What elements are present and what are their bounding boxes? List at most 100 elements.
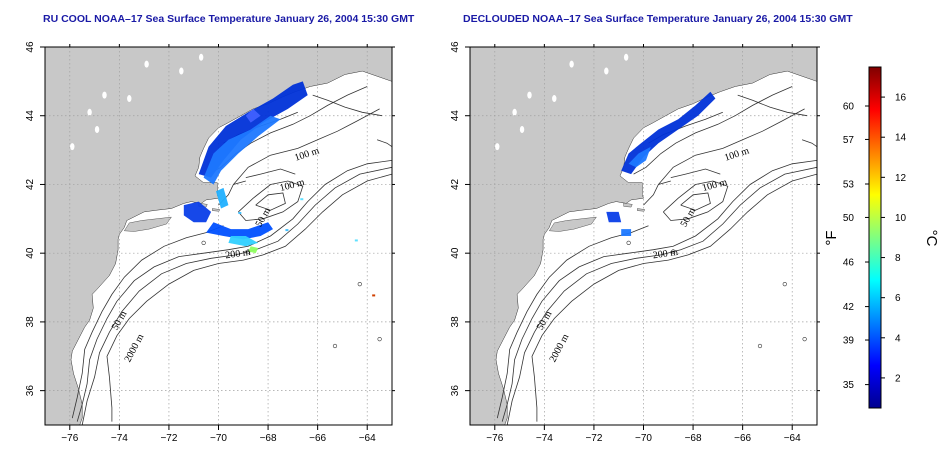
fahrenheit-tick-label: 53 [843, 180, 855, 191]
colorbar-gradient [868, 66, 882, 409]
celsius-tick-label: 10 [895, 213, 907, 224]
left-islands [70, 53, 220, 232]
bathymetry-contour-5 [233, 108, 380, 185]
celsius-tick-label: 12 [895, 173, 907, 184]
sst-patch-3 [206, 222, 273, 240]
sst-patch-2 [183, 201, 212, 223]
sst-patch-3 [621, 229, 632, 236]
celsius-tick-label: 8 [895, 253, 901, 264]
contour-ring-1 [782, 282, 787, 287]
fahrenheit-tick-label: 57 [843, 135, 855, 146]
contour-label: 200 m [225, 247, 252, 261]
bathymetry-contour-0 [501, 160, 817, 422]
sst-patch-1 [203, 115, 281, 185]
sst-speck-2 [372, 294, 376, 297]
bathymetry-contour-2 [496, 225, 649, 419]
x-tick-label: −72 [160, 433, 177, 444]
lake-3 [198, 53, 204, 61]
lake-1 [527, 91, 532, 99]
y-tick-label: 38 [25, 316, 36, 328]
sst-speck-3 [238, 211, 242, 214]
y-tick-label: 42 [25, 178, 36, 190]
y-tick-label: 44 [450, 110, 461, 122]
sst-patch-1 [628, 146, 651, 168]
island-3 [886, 117, 896, 119]
bathymetry-contour-6 [237, 180, 304, 221]
bathymetry-contour-12 [245, 168, 296, 178]
contour-label: 200 m [652, 247, 679, 261]
contour-ring-2 [757, 343, 763, 349]
contour-ring-1 [357, 282, 362, 287]
celsius-tick-label: 4 [895, 333, 901, 344]
y-tick-label: 42 [450, 178, 461, 190]
island-1 [212, 208, 220, 212]
y-tick-label: 40 [25, 247, 36, 259]
bathymetry-contour-7 [680, 192, 711, 211]
bathymetry-contour-9 [106, 173, 392, 422]
island-1 [637, 208, 645, 212]
x-tick-label: −74 [536, 433, 553, 444]
fahrenheit-tick-label: 35 [843, 380, 855, 391]
lake-6 [127, 95, 132, 103]
fahrenheit-tick-label: 50 [843, 213, 855, 224]
left-graticule [45, 47, 392, 425]
y-tick-label: 38 [450, 316, 461, 328]
x-tick-label: −74 [111, 433, 128, 444]
bathymetry-contour-0 [76, 160, 392, 422]
celsius-unit-label: °C [923, 230, 940, 247]
contour-ring-0 [671, 249, 676, 254]
lake-0 [87, 108, 92, 116]
x-tick-label: −76 [61, 433, 78, 444]
lake-5 [94, 125, 100, 133]
sst-patch-4 [228, 236, 259, 247]
bathymetry-contour-1 [506, 166, 817, 425]
bathymetry-contour-10 [737, 94, 808, 117]
lake-4 [495, 143, 500, 151]
right-bathymetry-contours [496, 86, 817, 425]
lake-1 [102, 91, 107, 99]
x-tick-label: −76 [486, 433, 503, 444]
fahrenheit-tick-label: 60 [843, 102, 855, 113]
y-tick-label: 46 [25, 41, 36, 53]
right-graticule [470, 47, 817, 425]
lake-7 [144, 60, 149, 68]
lake-3 [623, 53, 629, 61]
lake-0 [512, 108, 517, 116]
celsius-tick-label: 14 [895, 133, 907, 144]
celsius-tick-label: 16 [895, 93, 907, 104]
lake-7 [569, 60, 574, 68]
lake-5 [519, 125, 525, 133]
bathymetry-contour-8 [643, 180, 671, 206]
sst-speck-4 [285, 229, 289, 232]
sst-speck-1 [300, 198, 304, 201]
bathymetry-contour-12 [670, 168, 721, 178]
right-sst-data [606, 91, 716, 236]
right-land [470, 47, 817, 425]
celsius-tick-label: 2 [895, 373, 901, 384]
x-tick-label: −66 [734, 433, 751, 444]
y-tick-label: 46 [450, 41, 461, 53]
bathymetry-contour-3 [633, 86, 793, 175]
bathymetry-contour-11 [376, 139, 392, 148]
y-tick-label: 44 [25, 110, 36, 122]
contour-ring-3 [802, 336, 807, 342]
sst-patch-7 [245, 108, 261, 123]
y-tick-label: 40 [450, 247, 461, 259]
bathymetry-contour-5 [658, 108, 805, 185]
x-tick-label: −66 [309, 433, 326, 444]
bathymetry-contour-2 [71, 225, 224, 419]
sst-patch-6 [216, 187, 229, 209]
x-tick-label: −68 [685, 433, 702, 444]
sst-patch-2 [606, 211, 622, 223]
lake-2 [179, 67, 184, 75]
lake-4 [70, 143, 75, 151]
x-tick-label: −70 [635, 433, 652, 444]
sst-patch-5 [248, 246, 259, 254]
fahrenheit-tick-label: 39 [843, 336, 855, 347]
bathymetry-contour-10 [312, 94, 383, 117]
fahrenheit-tick-label: 42 [843, 302, 855, 313]
lake-2 [604, 67, 609, 75]
